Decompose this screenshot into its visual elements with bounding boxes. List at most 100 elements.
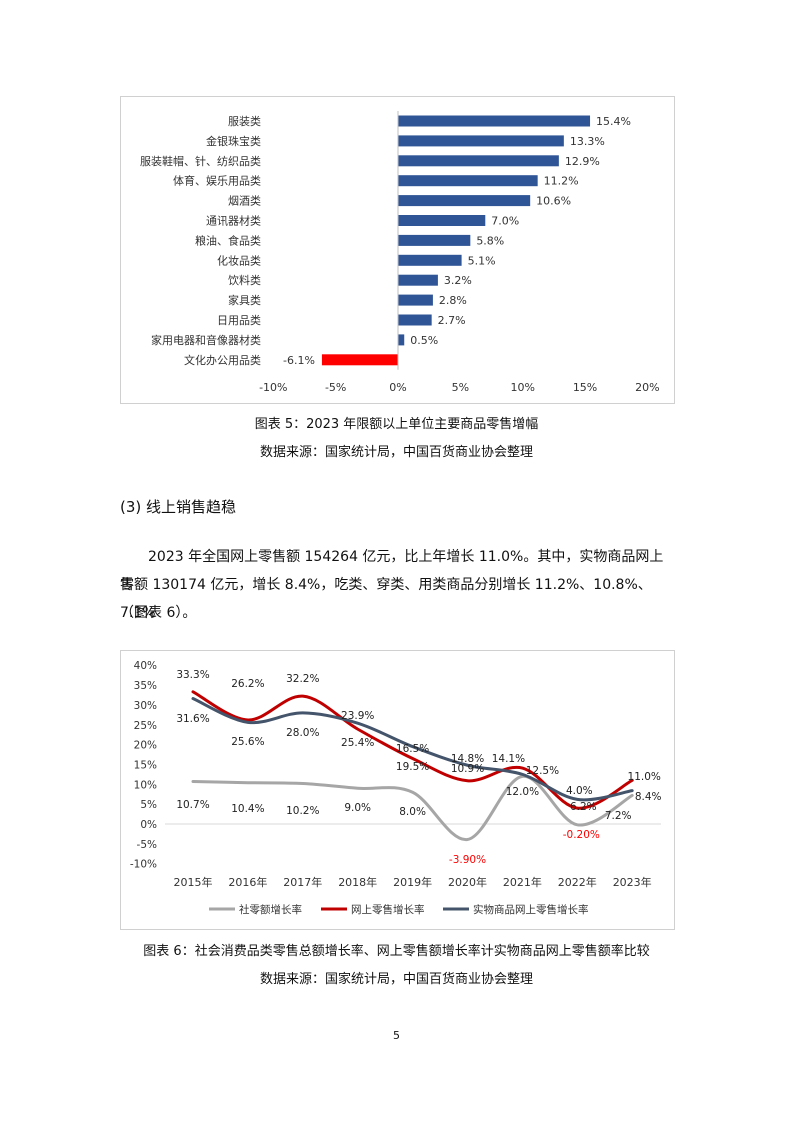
data-label: 7.2%: [605, 810, 632, 822]
x-tick-label: 2021年: [503, 875, 542, 889]
data-label: 7.0%: [491, 215, 519, 228]
bar: [398, 195, 531, 207]
y-tick-label: 35%: [134, 680, 157, 692]
x-tick-label: 0%: [389, 381, 406, 394]
category-label: 化妆品类: [217, 253, 261, 267]
x-tick-label: 10%: [510, 381, 534, 394]
series-line: [191, 690, 634, 810]
bar: [398, 254, 462, 266]
x-tick-label: 2015年: [174, 875, 213, 889]
x-tick-label: 2023年: [613, 875, 652, 889]
data-label: 23.9%: [341, 710, 374, 722]
y-tick-label: 25%: [134, 720, 157, 732]
online-retail-line-chart: -10% -5% 0% 5% 10% 15% 20% 25% 30% 35% 40% 2015年 201…: [120, 650, 675, 930]
section-heading: (3) 线上销售趋稳: [120, 498, 237, 516]
x-tick-label: 15%: [573, 381, 597, 394]
category-label: 文化办公用品类: [184, 353, 261, 367]
chart5-caption: 图表 5：2023 年限额以上单位主要商品零售增幅: [254, 417, 539, 432]
line-chart-svg: -10% -5% 0% 5% 10% 15% 20% 25% 30% 35% 40% 2015年 201…: [130, 660, 662, 916]
x-tick-label: 2022年: [558, 875, 597, 889]
bar: [398, 314, 432, 326]
x-tick-label: 20%: [635, 381, 659, 394]
data-label: 10.9%: [451, 763, 484, 775]
data-label: 32.2%: [286, 673, 319, 685]
x-tick-label: -10%: [259, 381, 287, 394]
data-label: 2.8%: [439, 294, 467, 307]
bar-chart-svg: 服装类 15.4% 金银珠宝类 13.3% 服装鞋帽、针、纺织品类 12.9% 体育、娱乐用…: [140, 111, 660, 394]
category-label: 服装类: [228, 114, 261, 128]
data-label: 25.4%: [341, 737, 374, 749]
bar: [398, 175, 538, 187]
y-tick-label: 30%: [134, 700, 157, 712]
bar: [398, 274, 438, 286]
data-label: 11.2%: [544, 175, 579, 188]
category-label: 服装鞋帽、针、纺织品类: [140, 154, 261, 168]
data-label: 8.0%: [399, 806, 426, 818]
legend-label: 社零额增长率: [239, 903, 302, 916]
data-label: 9.0%: [344, 802, 371, 814]
data-label: 12.0%: [506, 786, 539, 798]
chart6-caption: 图表 6：社会消费品类零售总额增长率、网上零售额增长率计实物商品网上零售额率比较: [143, 944, 650, 959]
series-line: [191, 697, 634, 802]
data-label: 3.2%: [444, 274, 472, 287]
data-label: 28.0%: [286, 727, 319, 739]
category-label: 家具类: [228, 293, 261, 307]
bar: [398, 234, 471, 246]
category-label: 日用品类: [217, 313, 261, 327]
data-label: 0.5%: [410, 334, 438, 347]
data-label: 4.0%: [566, 785, 593, 797]
legend-label: 网上零售增长率: [351, 903, 425, 916]
data-label: -0.20%: [563, 829, 600, 841]
data-label: 10.2%: [286, 805, 319, 817]
category-label: 粮油、食品类: [195, 233, 261, 247]
data-label: 31.6%: [176, 713, 209, 725]
data-label: 16.5%: [396, 743, 429, 755]
data-label: 10.6%: [536, 195, 571, 208]
y-tick-label: 20%: [134, 740, 157, 752]
category-label: 烟酒类: [228, 194, 261, 208]
data-label: 14.8%: [451, 753, 484, 765]
y-tick-label: 0%: [140, 819, 157, 831]
data-label: -6.1%: [283, 354, 315, 367]
data-label: 10.4%: [231, 803, 264, 815]
data-label: 11.0%: [628, 771, 661, 783]
y-tick-label: 5%: [140, 799, 157, 811]
y-tick-label: 10%: [134, 779, 157, 791]
data-label: 10.7%: [176, 799, 209, 811]
data-label: 33.3%: [176, 669, 209, 681]
x-tick-label: 5%: [452, 381, 469, 394]
bar: [398, 115, 591, 127]
category-label: 体育、娱乐用品类: [173, 174, 261, 188]
retail-growth-bar-chart: 服装类 15.4% 金银珠宝类 13.3% 服装鞋帽、针、纺织品类 12.9% 体育、娱乐用…: [120, 96, 675, 404]
category-label: 通讯器材类: [206, 214, 261, 228]
bar: [398, 135, 564, 147]
data-label: 12.5%: [526, 765, 559, 777]
data-label: 26.2%: [231, 678, 264, 690]
paragraph-line-3: （图表 6）。: [120, 605, 197, 621]
data-label: 15.4%: [596, 115, 631, 128]
data-label: 5.8%: [476, 234, 504, 247]
data-label: 5.1%: [468, 254, 496, 267]
category-label: 家用电器和音像器材类: [151, 333, 261, 347]
bar: [398, 334, 405, 346]
data-label: 6.2%: [570, 801, 597, 813]
y-tick-label: -5%: [137, 839, 157, 851]
bar: [398, 215, 486, 226]
x-tick-label: 2019年: [393, 875, 432, 889]
x-tick-label: 2018年: [338, 875, 377, 889]
data-label: 14.1%: [492, 753, 525, 765]
y-tick-label: 40%: [134, 660, 157, 672]
y-tick-label: 15%: [134, 759, 157, 771]
x-tick-label: 2016年: [228, 875, 267, 889]
bar: [321, 354, 398, 366]
data-label: 25.6%: [231, 736, 264, 748]
data-label: 2.7%: [438, 314, 466, 327]
x-tick-label: -5%: [325, 381, 346, 394]
category-label: 饮料类: [228, 273, 261, 287]
legend-label: 实物商品网上零售增长率: [473, 903, 589, 916]
chart6-source: 数据来源：国家统计局，中国百货商业协会整理: [259, 972, 533, 987]
x-tick-label: 2017年: [283, 875, 322, 889]
chart5-source: 数据来源：国家统计局，中国百货商业协会整理: [259, 445, 533, 460]
category-label: 金银珠宝类: [206, 134, 261, 148]
data-label: 19.5%: [396, 761, 429, 773]
